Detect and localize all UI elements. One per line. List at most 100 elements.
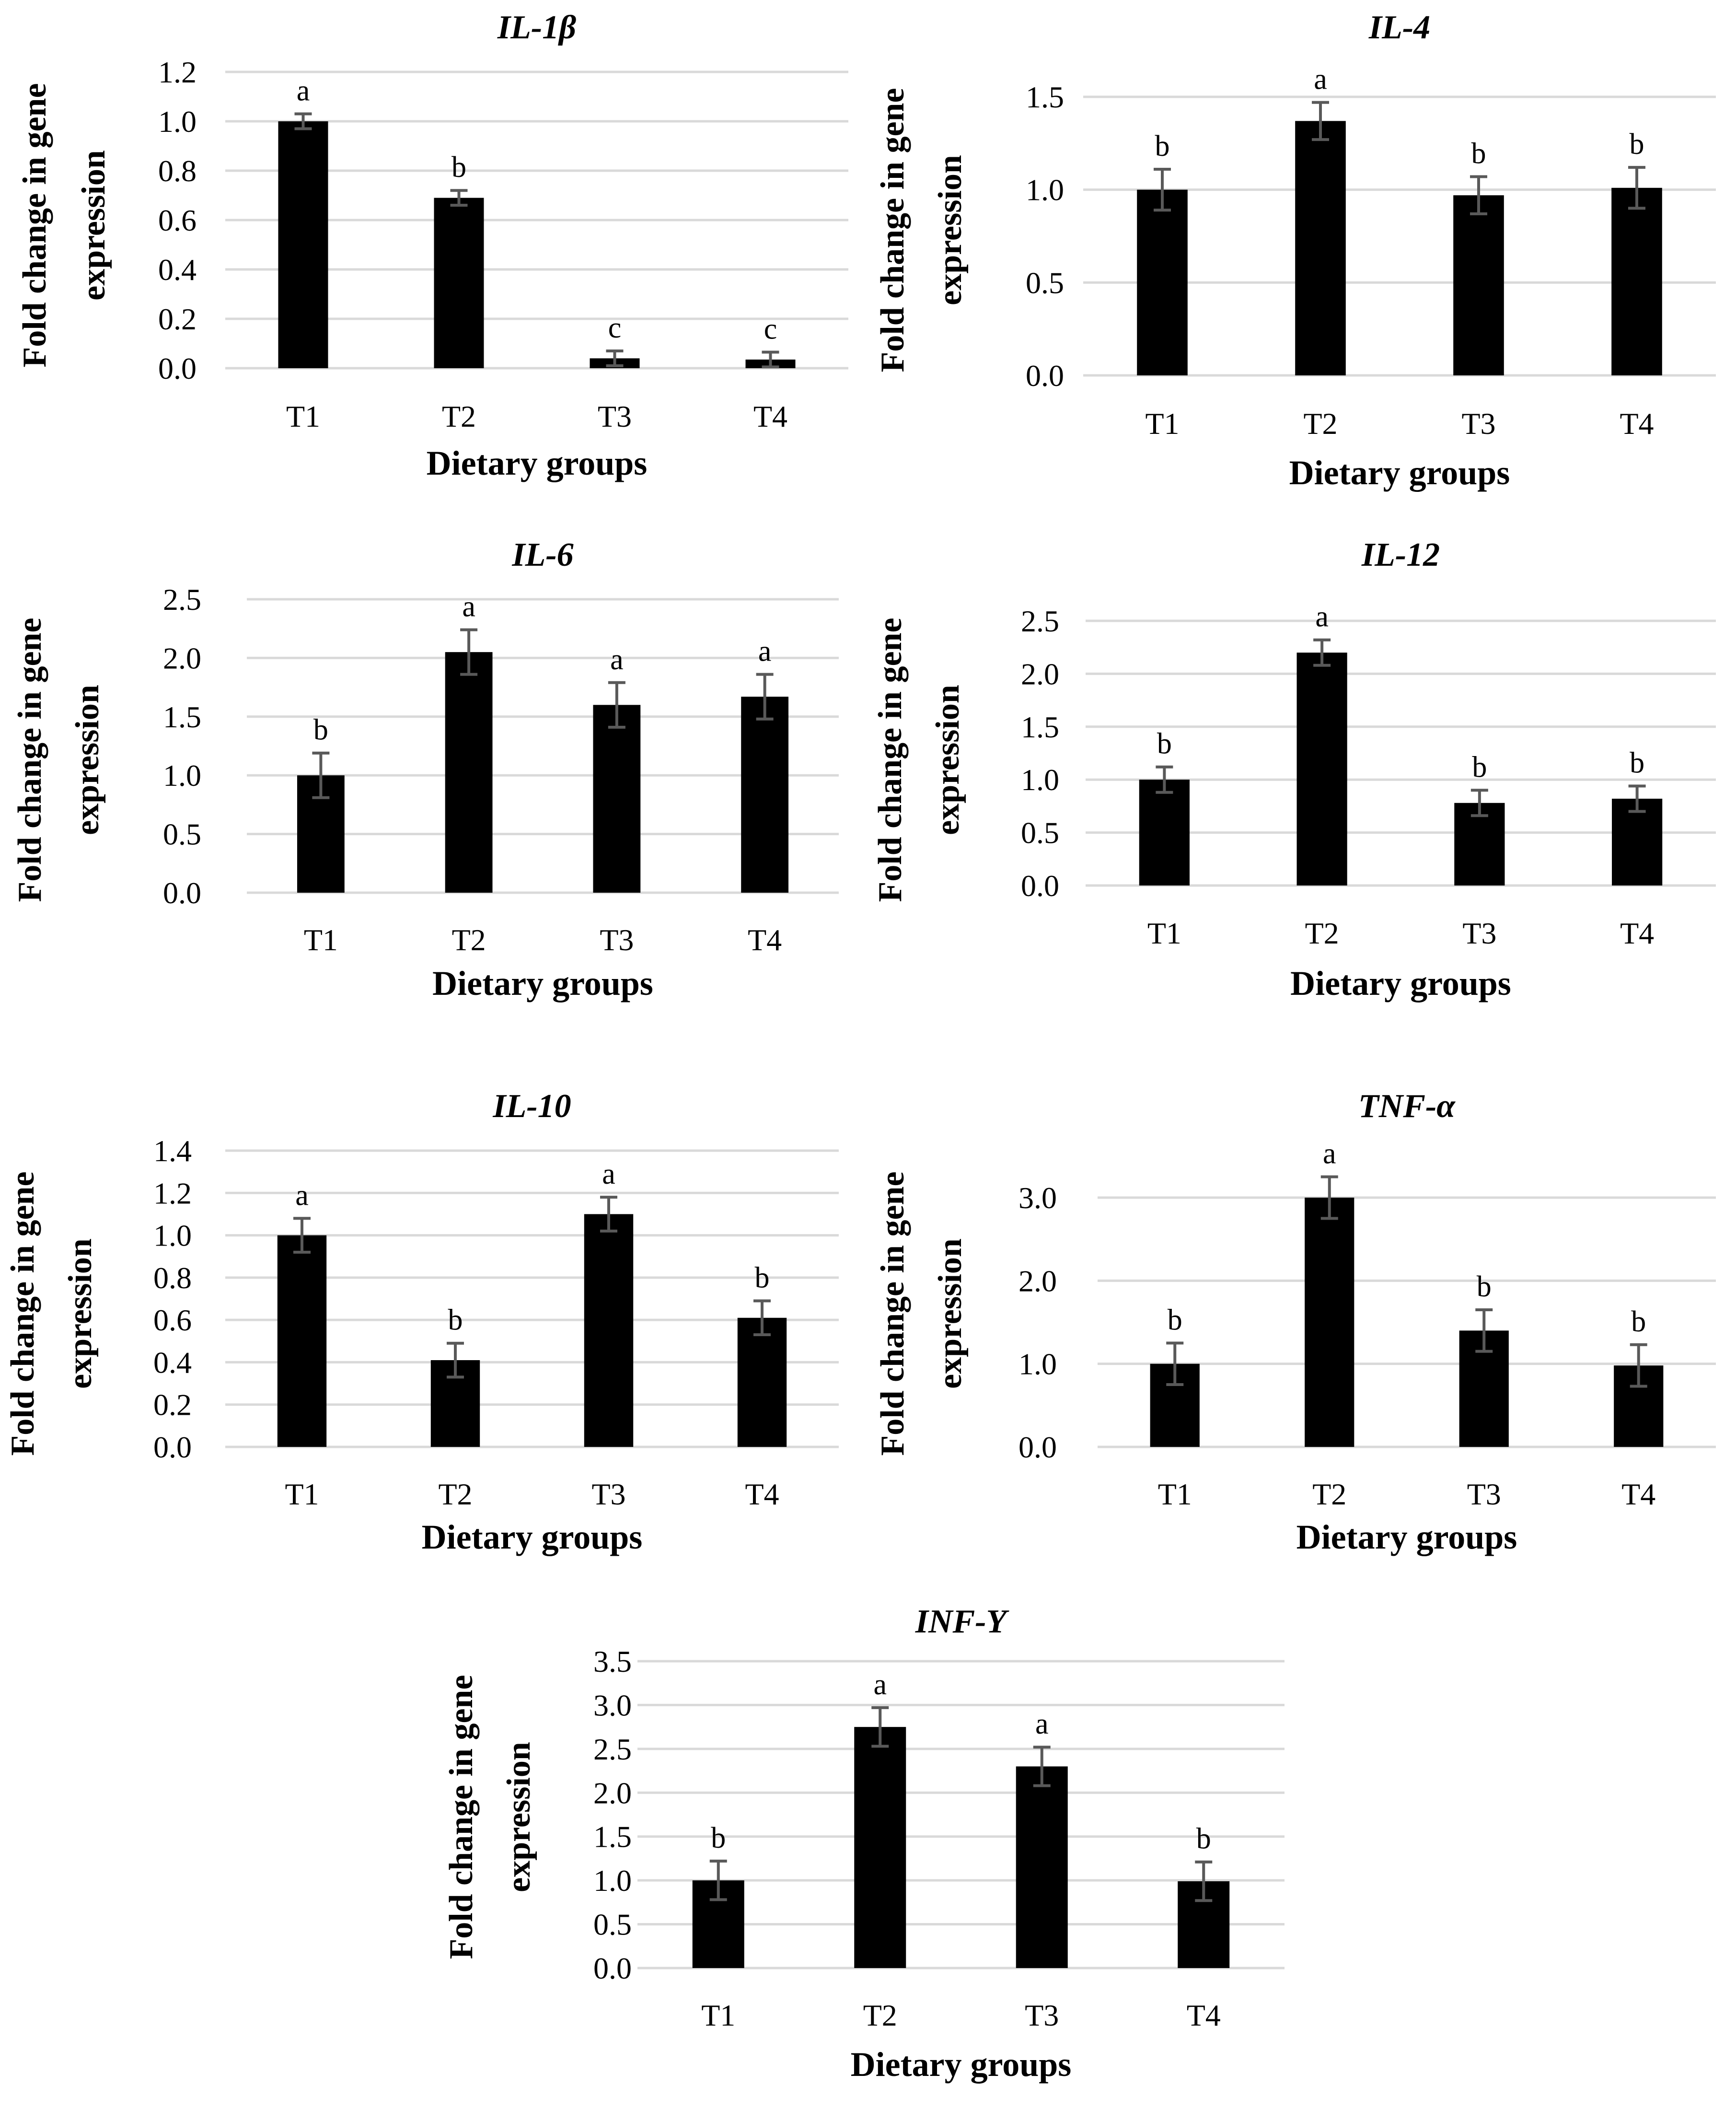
bar-t2	[434, 198, 484, 368]
significance-letter: b	[1155, 130, 1170, 163]
significance-letter: a	[873, 1668, 887, 1701]
error-bar	[1628, 784, 1646, 813]
y-tick-label: 0.0	[593, 1951, 632, 1985]
error-bar	[600, 1196, 617, 1233]
y-tick-label: 1.0	[158, 105, 197, 139]
y-axis-title-line1: Fold change in gene	[16, 83, 53, 367]
x-tick-label: T4	[753, 399, 787, 433]
chart-4: 0.0 0.5 1.0 1.5 2.0 2.5 b T1 a T2 b T3 b T4 IL-12 Dieta…	[872, 536, 1716, 1002]
chart-1: 0.0 0.2 0.4 0.6 0.8 1.0 1.2 a T1 b T2 c T3 c T4 IL-1β Di…	[16, 9, 848, 482]
y-tick-label: 1.5	[593, 1820, 632, 1854]
bar-t1	[1137, 189, 1188, 375]
error-bar	[460, 628, 478, 676]
y-axis-title-line2: expression	[500, 1742, 537, 1892]
y-tick-label: 0.0	[163, 876, 201, 910]
x-tick-label: T1	[285, 1477, 319, 1511]
chart-title: IL-4	[1368, 9, 1430, 46]
significance-letter: b	[1631, 1305, 1646, 1338]
y-axis-title-line1: Fold change in gene	[443, 1675, 480, 1959]
x-tick-label: T4	[1620, 916, 1654, 950]
y-tick-label: 2.5	[593, 1732, 632, 1766]
y-tick-label: 0.5	[593, 1908, 632, 1942]
y-tick-label: 2.0	[163, 641, 201, 675]
bar-t1	[278, 121, 328, 368]
significance-letter: b	[1168, 1304, 1182, 1336]
error-bar	[312, 751, 330, 799]
error-bar	[1166, 1341, 1184, 1386]
y-tick-label: 3.0	[1018, 1181, 1057, 1215]
chart-2: 0.0 0.5 1.0 1.5 b T1 a T2 b T3 b T4 IL-4 Dietary grou…	[874, 9, 1716, 492]
bar-t3	[593, 705, 641, 893]
error-bar	[1628, 166, 1645, 210]
error-bar	[1195, 1860, 1213, 1902]
x-tick-label: T2	[452, 923, 486, 957]
x-tick-label: T1	[286, 399, 320, 433]
y-tick-label: 3.5	[593, 1644, 632, 1678]
y-tick-label: 2.5	[1021, 604, 1059, 638]
significance-letter: b	[755, 1261, 770, 1294]
bar-t3	[584, 1214, 634, 1447]
y-axis-title-line1: Fold change in gene	[874, 88, 911, 372]
y-tick-label: 1.5	[1026, 80, 1064, 114]
y-axis-title-line2: expression	[75, 150, 112, 301]
y-tick-label: 2.0	[1018, 1264, 1057, 1298]
x-axis-title: Dietary groups	[422, 1518, 643, 1556]
x-tick-label: T3	[598, 399, 632, 433]
y-tick-label: 0.5	[163, 817, 201, 851]
error-bar	[447, 1341, 464, 1379]
error-bar	[606, 349, 624, 367]
y-tick-label: 1.0	[593, 1864, 632, 1898]
y-tick-label: 0.0	[1018, 1430, 1057, 1464]
error-bar	[1475, 1308, 1493, 1353]
y-tick-label: 1.2	[153, 1176, 192, 1210]
y-tick-label: 2.0	[1021, 657, 1059, 691]
x-tick-label: T3	[591, 1477, 625, 1511]
bar-t3	[1016, 1766, 1068, 1968]
y-axis-title-line2: expression	[932, 155, 969, 305]
significance-letter: a	[295, 1179, 309, 1212]
error-bar	[1313, 638, 1331, 667]
x-tick-label: T2	[1305, 916, 1339, 950]
y-tick-label: 1.0	[1026, 173, 1064, 207]
error-bar	[753, 1299, 771, 1337]
x-tick-label: T4	[745, 1477, 779, 1511]
significance-letter: a	[610, 643, 624, 676]
error-bar	[450, 189, 468, 207]
error-bar	[1470, 789, 1488, 817]
error-bar	[608, 681, 625, 729]
y-tick-label: 0.0	[158, 351, 197, 385]
y-tick-label: 0.4	[158, 253, 197, 287]
x-tick-label: T3	[600, 923, 634, 957]
x-tick-label: T3	[1461, 407, 1495, 441]
y-tick-label: 1.0	[163, 758, 201, 792]
significance-letter: a	[602, 1158, 615, 1190]
error-bar	[762, 350, 779, 369]
y-axis-title-line1: Fold change in gene	[12, 618, 48, 902]
significance-letter: a	[758, 635, 772, 668]
x-tick-label: T1	[304, 923, 338, 957]
y-tick-label: 0.2	[153, 1388, 192, 1422]
significance-letter: b	[448, 1304, 463, 1337]
y-tick-label: 0.6	[158, 203, 197, 237]
significance-letter: c	[764, 313, 777, 346]
y-tick-label: 1.5	[1021, 710, 1059, 744]
x-tick-label: T4	[1187, 1998, 1221, 2032]
significance-letter: a	[1035, 1708, 1049, 1740]
significance-letter: b	[1157, 728, 1172, 760]
y-tick-label: 2.5	[163, 583, 201, 617]
error-bar	[756, 673, 774, 721]
x-axis-title: Dietary groups	[432, 964, 653, 1002]
bar-t4	[1611, 187, 1662, 375]
x-axis-title: Dietary groups	[1296, 1518, 1517, 1556]
y-tick-label: 2.0	[593, 1776, 632, 1810]
bar-t2	[445, 652, 493, 893]
significance-letter: b	[451, 151, 466, 184]
x-tick-label: T2	[442, 399, 476, 433]
chart-6: 0.0 1.0 2.0 3.0 b T1 a T2 b T3 b T4 TNF-α Dietary gro…	[874, 1088, 1716, 1556]
y-tick-label: 1.0	[1021, 763, 1059, 797]
significance-letter: b	[313, 714, 328, 746]
significance-letter: a	[297, 75, 310, 107]
bar-t3	[1453, 195, 1504, 375]
x-tick-label: T2	[863, 1998, 897, 2032]
